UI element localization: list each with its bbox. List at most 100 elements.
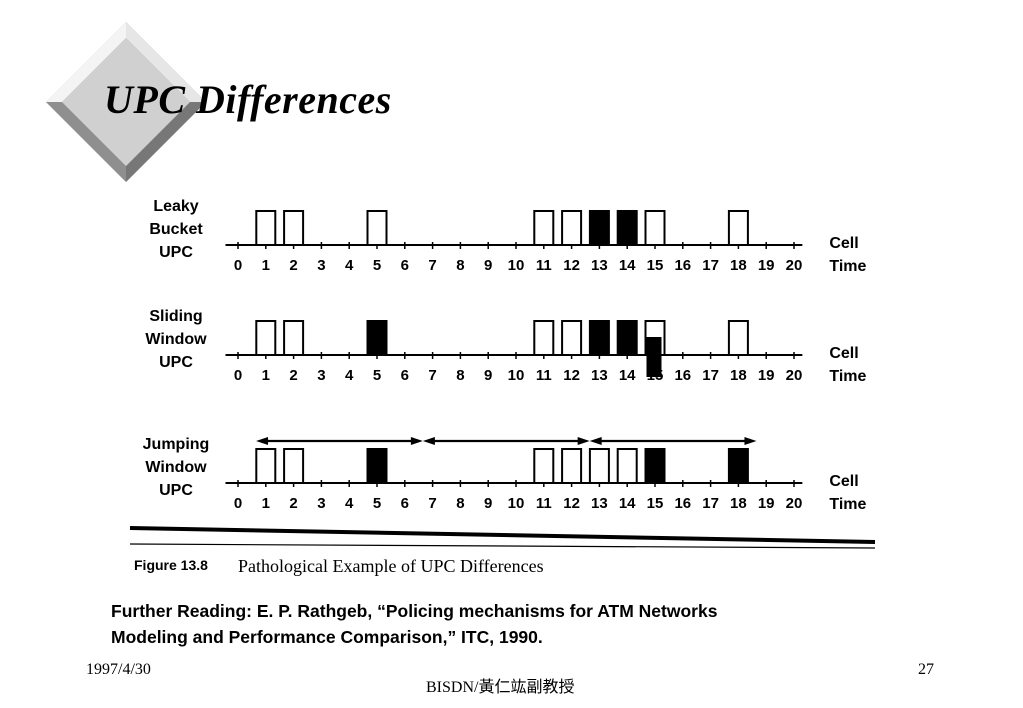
row-label-3-line-2: Window — [145, 459, 207, 476]
row-1-tick-label-6: 6 — [401, 257, 409, 274]
row-1-tick-label-9: 9 — [484, 257, 492, 274]
row-1-cell-18 — [727, 210, 749, 246]
row-1-axis-label-cell: Cell — [829, 235, 858, 252]
row-1-tick-label-17: 17 — [702, 257, 719, 274]
window-2-left-arrowhead — [422, 437, 435, 445]
row-2-tick-label-3: 3 — [317, 367, 325, 384]
row-3-tick-label-16: 16 — [674, 495, 691, 512]
row-1-cell-11 — [533, 210, 555, 246]
row-3-tick-label-4: 4 — [345, 495, 354, 512]
row-1-tick-label-12: 12 — [563, 257, 580, 274]
figure-caption-text: Pathological Example of UPC Differences — [238, 556, 544, 576]
row-2-cell-11 — [533, 320, 555, 356]
row-3-tick-label-19: 19 — [758, 495, 775, 512]
row-3-tick-label-2: 2 — [289, 495, 297, 512]
window-1-right-arrowhead — [410, 437, 423, 445]
row-2-cell-18 — [727, 320, 749, 356]
row-1-tick-label-3: 3 — [317, 257, 325, 274]
row-3-tick-label-7: 7 — [428, 495, 436, 512]
row-1-tick-label-18: 18 — [730, 257, 747, 274]
row-1-tick-label-10: 10 — [508, 257, 525, 274]
row-3-cell-1 — [255, 448, 277, 484]
row-1-cell-5 — [366, 210, 388, 246]
row-2-tick-label-9: 9 — [484, 367, 492, 384]
row-1-tick-label-19: 19 — [758, 257, 775, 274]
row-2-tick-label-1: 1 — [262, 367, 270, 384]
row-3-axis-label-cell: Cell — [829, 473, 858, 490]
row-3-cell-14 — [616, 448, 638, 484]
row-3-tick-label-10: 10 — [508, 495, 525, 512]
row-1-axis-label-time: Time — [829, 258, 866, 275]
footer-date: 1997/4/30 — [86, 661, 151, 678]
row-3-tick-label-11: 11 — [536, 495, 552, 512]
row-2-tick-label-20: 20 — [786, 367, 803, 384]
row-1-cell-12 — [561, 210, 583, 246]
row-3-tick-label-20: 20 — [786, 495, 803, 512]
row-2-tick-label-7: 7 — [428, 367, 436, 384]
row-1-cell-13 — [588, 210, 610, 246]
row-3-cell-11 — [533, 448, 555, 484]
window-3-right-arrowhead — [744, 437, 757, 445]
row-3-tick-label-3: 3 — [317, 495, 325, 512]
row-3-tick-label-15: 15 — [647, 495, 664, 512]
row-3-tick-label-9: 9 — [484, 495, 492, 512]
row-2-tick-label-8: 8 — [456, 367, 464, 384]
row-3-tick-label-12: 12 — [563, 495, 580, 512]
row-2-cell-14 — [616, 320, 638, 356]
row-3-cell-18 — [727, 448, 749, 484]
row-3-tick-label-6: 6 — [401, 495, 409, 512]
row-label-2-line-2: Window — [145, 331, 207, 348]
row-3-cell-13 — [588, 448, 610, 484]
row-label-3-line-1: Jumping — [143, 436, 210, 453]
slide-title: UPC Differences — [104, 77, 392, 122]
row-2-axis-label-time: Time — [829, 368, 866, 385]
row-2-tick-label-16: 16 — [674, 367, 691, 384]
row-3-tick-label-0: 0 — [234, 495, 242, 512]
row-1-tick-label-2: 2 — [289, 257, 297, 274]
row-2-tick-label-6: 6 — [401, 367, 409, 384]
row-3-axis-label-time: Time — [829, 496, 866, 513]
row-1-cell-2 — [283, 210, 305, 246]
row-2-cell-2 — [283, 320, 305, 356]
window-1-left-arrowhead — [256, 437, 269, 445]
row-label-2-line-1: Sliding — [149, 308, 202, 325]
row-3-tick-label-5: 5 — [373, 495, 381, 512]
window-3-left-arrowhead — [589, 437, 602, 445]
row-2-tick-label-0: 0 — [234, 367, 242, 384]
window-2-right-arrowhead — [577, 437, 590, 445]
row-1-tick-label-16: 16 — [674, 257, 691, 274]
page-number: 27 — [918, 661, 934, 678]
row-3-tick-label-13: 13 — [591, 495, 608, 512]
row-1-tick-label-8: 8 — [456, 257, 464, 274]
row-1-tick-label-5: 5 — [373, 257, 381, 274]
row-1-tick-label-11: 11 — [536, 257, 552, 274]
row-2-cell-13 — [588, 320, 610, 356]
further-reading-line-1: Further Reading: E. P. Rathgeb, “Policin… — [111, 601, 718, 621]
row-3-tick-label-1: 1 — [262, 495, 270, 512]
row-label-3-line-3: UPC — [159, 482, 193, 499]
row-2-cell-15-discarded-part — [646, 337, 662, 377]
row-1-tick-label-4: 4 — [345, 257, 354, 274]
row-1-tick-label-13: 13 — [591, 257, 608, 274]
row-2-cell-1 — [255, 320, 277, 356]
row-2-tick-label-5: 5 — [373, 367, 381, 384]
row-label-1-line-2: Bucket — [149, 221, 203, 238]
row-1-cell-14 — [616, 210, 638, 246]
row-1-tick-label-7: 7 — [428, 257, 436, 274]
row-3-tick-label-18: 18 — [730, 495, 747, 512]
row-1-tick-label-1: 1 — [262, 257, 270, 274]
figure-caption-label: Figure 13.8 — [134, 557, 208, 573]
row-3-tick-label-14: 14 — [619, 495, 636, 512]
row-1-cell-15 — [644, 210, 666, 246]
row-3-tick-label-8: 8 — [456, 495, 464, 512]
row-label-2-line-3: UPC — [159, 354, 193, 371]
row-3-cell-5 — [366, 448, 388, 484]
row-3-tick-label-17: 17 — [702, 495, 719, 512]
row-2-tick-label-2: 2 — [289, 367, 297, 384]
row-3-cell-15 — [644, 448, 666, 484]
row-2-tick-label-17: 17 — [702, 367, 719, 384]
row-2-tick-label-13: 13 — [591, 367, 608, 384]
row-2-tick-label-10: 10 — [508, 367, 525, 384]
row-1-tick-label-14: 14 — [619, 257, 636, 274]
